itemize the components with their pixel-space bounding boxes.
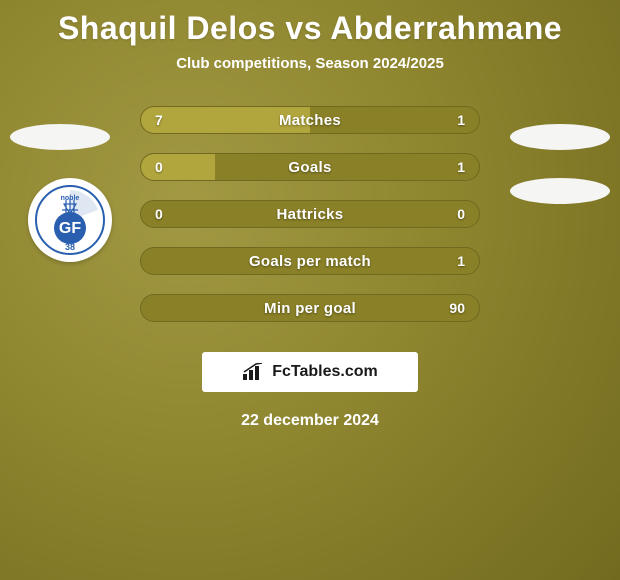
watermark-text: FcTables.com (272, 363, 378, 381)
watermark: FcTables.com (202, 352, 418, 392)
bar-row: 00Hattricks (140, 200, 480, 228)
page-title: Shaquil Delos vs Abderrahmane (0, 10, 620, 47)
comparison-bars: 71Matches 01Goals 00Hattricks 1Goals per ma… (140, 106, 480, 322)
date: 22 december 2024 (0, 412, 620, 430)
team-placeholder-right-1 (510, 124, 610, 150)
bar-label: Goals (141, 154, 479, 180)
bar-row: 90Min per goal (140, 294, 480, 322)
bar-row: 1Goals per match (140, 247, 480, 275)
team-placeholder-right-2 (510, 178, 610, 204)
subtitle: Club competitions, Season 2024/2025 (0, 55, 620, 72)
bar-row: 71Matches (140, 106, 480, 134)
club-badge: noble GF 38 (28, 178, 112, 262)
infographic: Shaquil Delos vs Abderrahmane Club compe… (0, 0, 620, 580)
svg-text:38: 38 (65, 242, 75, 252)
bar-chart-icon (242, 363, 266, 381)
bar-label: Matches (141, 107, 479, 133)
bar-label: Min per goal (141, 295, 479, 321)
svg-text:GF: GF (59, 220, 81, 237)
bar-label: Hattricks (141, 201, 479, 227)
team-placeholder-left (10, 124, 110, 150)
club-badge-icon: noble GF 38 (34, 184, 106, 256)
bar-label: Goals per match (141, 248, 479, 274)
bar-row: 01Goals (140, 153, 480, 181)
